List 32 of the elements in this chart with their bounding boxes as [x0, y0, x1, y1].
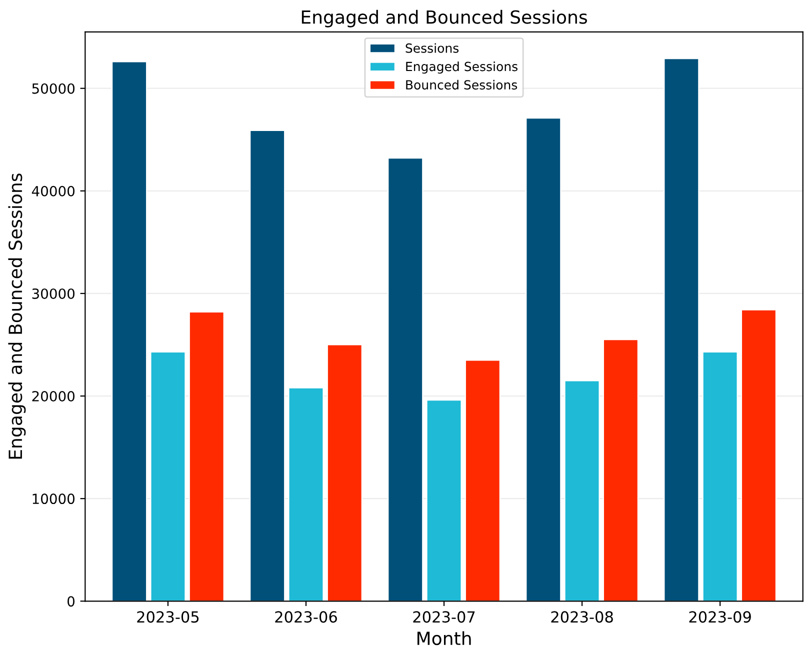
bar	[388, 158, 424, 602]
bar	[250, 130, 286, 602]
y-tick-label: 30000	[32, 288, 75, 299]
legend-label: Sessions	[406, 43, 459, 53]
bar	[564, 380, 600, 602]
y-tick-label: 40000	[32, 186, 75, 196]
y-tick-label: 20000	[32, 390, 75, 402]
bar	[664, 58, 700, 602]
bar	[112, 61, 148, 602]
bar	[602, 339, 639, 602]
x-tick-label: 2023-06	[275, 611, 337, 623]
legend-label: Bounced Sessions	[406, 80, 518, 90]
bar	[740, 309, 777, 602]
y-tick-label: 0	[68, 596, 75, 607]
bar	[702, 351, 738, 602]
y-axis-title: Engaged and Bounced Sessions	[8, 174, 26, 459]
x-tick-label: 2023-07	[413, 611, 475, 623]
bar	[150, 351, 186, 602]
x-axis-title: Month	[418, 631, 471, 646]
x-tick-label: 2023-05	[137, 611, 199, 623]
chart-title: Engaged and Bounced Sessions	[302, 10, 587, 28]
bar	[426, 400, 462, 602]
bar	[188, 311, 224, 602]
x-tick-label: 2023-08	[551, 611, 613, 623]
bar	[288, 387, 324, 602]
x-tick-label: 2023-09	[689, 611, 751, 623]
legend-label: Engaged Sessions	[406, 62, 518, 74]
bar	[464, 360, 500, 602]
bar	[526, 118, 562, 602]
y-tick-label: 50000	[32, 83, 75, 94]
y-tick-label: 10000	[32, 494, 75, 504]
bar	[326, 344, 362, 602]
